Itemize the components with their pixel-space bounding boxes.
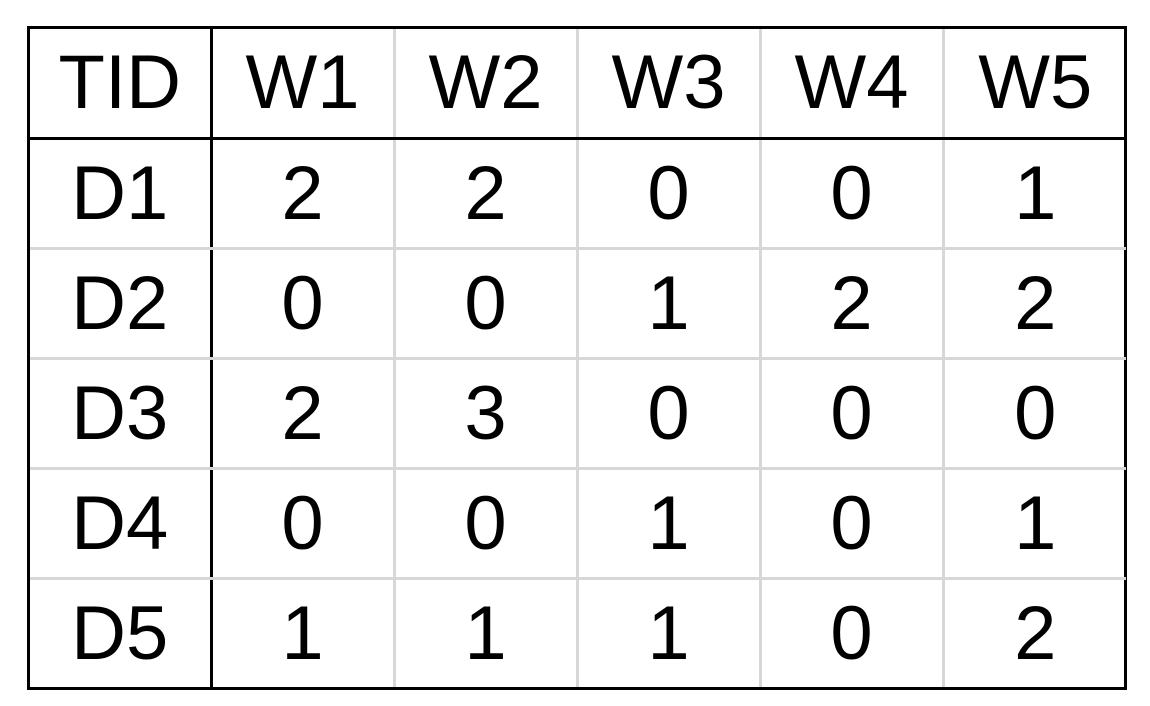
table-cell: 0 — [211, 248, 396, 360]
table-cell: 1 — [943, 468, 1126, 580]
table-cell: 1 — [211, 578, 396, 687]
header-cell-w3: W3 — [577, 29, 762, 140]
table-cell: 2 — [943, 248, 1126, 360]
header-cell-tid: TID — [30, 29, 213, 140]
table-cell: 1 — [577, 248, 762, 360]
table-cell: 0 — [577, 138, 762, 250]
table-row: D2 0 0 1 2 2 — [30, 248, 1126, 360]
table-cell: 2 — [760, 248, 945, 360]
table-header-row: TID W1 W2 W3 W4 W5 — [30, 29, 1126, 140]
table-row: D4 0 0 1 0 1 — [30, 468, 1126, 580]
table-cell: 0 — [211, 468, 396, 580]
header-cell-w2: W2 — [394, 29, 579, 140]
table-cell: 0 — [760, 468, 945, 580]
header-cell-w4: W4 — [760, 29, 945, 140]
table-row: D1 2 2 0 0 1 — [30, 138, 1126, 250]
table-cell: 0 — [760, 358, 945, 470]
term-frequency-table-frame: TID W1 W2 W3 W4 W5 D1 2 2 0 0 1 D2 0 0 1… — [27, 26, 1127, 690]
table-cell: 2 — [211, 358, 396, 470]
table-cell: 1 — [577, 578, 762, 687]
table-row: D3 2 3 0 0 0 — [30, 358, 1126, 470]
table-cell: 0 — [943, 358, 1126, 470]
term-frequency-table: TID W1 W2 W3 W4 W5 D1 2 2 0 0 1 D2 0 0 1… — [30, 29, 1126, 687]
row-id-cell: D2 — [30, 248, 213, 360]
row-id-cell: D1 — [30, 138, 213, 250]
header-cell-w1: W1 — [211, 29, 396, 140]
table-cell: 3 — [394, 358, 579, 470]
table-row: D5 1 1 1 0 2 — [30, 578, 1126, 687]
table-cell: 0 — [760, 138, 945, 250]
header-cell-w5: W5 — [943, 29, 1126, 140]
row-id-cell: D5 — [30, 578, 213, 687]
table-cell: 1 — [394, 578, 579, 687]
row-id-cell: D4 — [30, 468, 213, 580]
table-cell: 2 — [211, 138, 396, 250]
table-cell: 2 — [394, 138, 579, 250]
table-cell: 2 — [1014, 590, 1057, 676]
table-cell: 1 — [943, 138, 1126, 250]
table-cell: 1 — [577, 468, 762, 580]
table-cell: 0 — [394, 248, 579, 360]
table-cell: 0 — [577, 358, 762, 470]
table-cell: 0 — [394, 468, 579, 580]
table-cell: 0 — [760, 578, 945, 687]
row-id-cell: D3 — [30, 358, 213, 470]
